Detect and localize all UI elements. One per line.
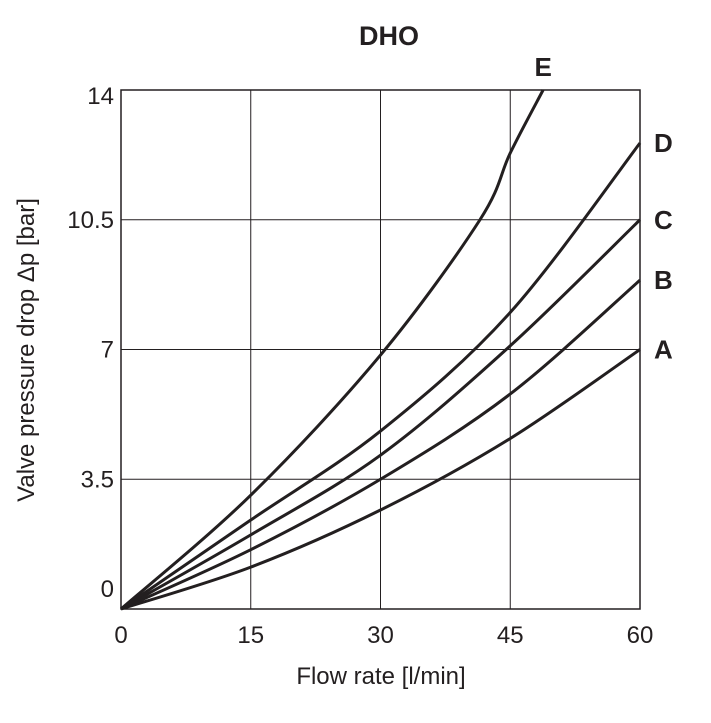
x-tick-label: 15 (237, 622, 264, 649)
series-label-A: A (654, 335, 673, 365)
series-line-E (120, 89, 545, 611)
series-line-D (120, 142, 642, 611)
chart-title: DHO (359, 21, 419, 51)
series-label-D: D (654, 128, 673, 158)
y-tick-label: 0 (101, 576, 114, 603)
series-label-E: E (534, 52, 551, 82)
y-tick-label: 7 (101, 337, 114, 364)
series-label-B: B (654, 265, 673, 295)
y-tick-labels: 0 3.5 7 10.5 14 (67, 83, 114, 603)
series: A BC D E (120, 52, 673, 611)
x-tick-labels: 0 15 30 45 60 (114, 622, 653, 649)
x-tick-label: 30 (367, 622, 394, 649)
x-tick-label: 0 (114, 622, 127, 649)
series-label-C: C (654, 205, 673, 235)
x-axis-label: Flow rate [l/min] (296, 663, 465, 690)
x-tick-label: 60 (627, 622, 654, 649)
y-tick-label: 3.5 (81, 466, 114, 493)
y-axis-label: Valve pressure drop Δp [bar] (13, 198, 40, 502)
series-line-B (120, 279, 641, 611)
series-line-C (120, 218, 642, 611)
series-line-A (120, 348, 641, 611)
y-tick-label: 10.5 (67, 207, 114, 234)
y-tick-label: 14 (87, 83, 114, 110)
x-tick-label: 45 (497, 622, 524, 649)
